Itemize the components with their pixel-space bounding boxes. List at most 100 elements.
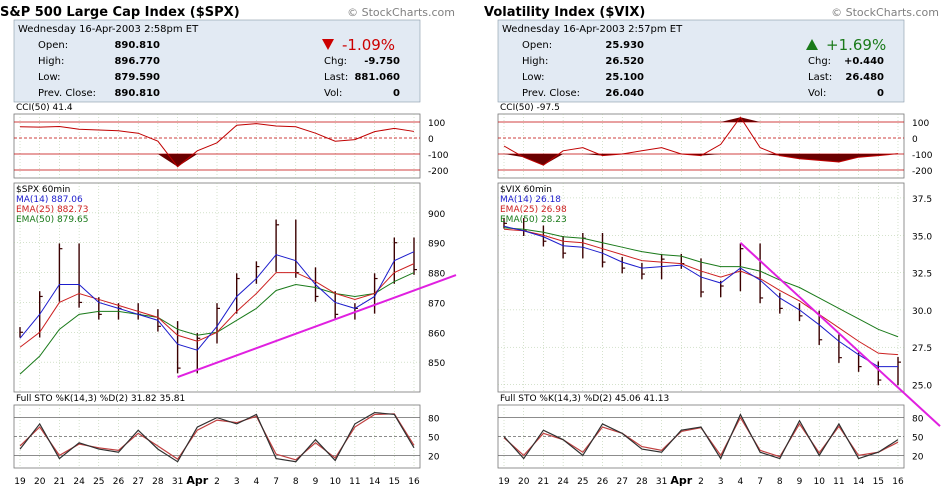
date-tick-label: 10 xyxy=(329,477,341,487)
date-tick-label: 27 xyxy=(616,477,627,487)
date-tick-label: 25 xyxy=(577,477,588,487)
quote-date: Wednesday 16-Apr-2003 2:58pm ET xyxy=(18,24,199,35)
cci-axis-label: 0 xyxy=(912,135,918,145)
sto-axis-label: 80 xyxy=(428,415,440,425)
date-tick-label: 15 xyxy=(873,477,884,487)
price-axis-label: 870 xyxy=(428,299,445,309)
price-axis-label: 27.5 xyxy=(912,344,932,354)
price-legend-entry: EMA(25) 26.98 xyxy=(500,205,567,215)
price-axis-label: 37.5 xyxy=(912,195,932,205)
date-tick-label: 4 xyxy=(738,477,744,487)
date-tick-label: 28 xyxy=(152,477,164,487)
quote-label: Open: xyxy=(522,40,552,51)
quote-label: Low: xyxy=(522,72,545,83)
date-tick-label: Apr xyxy=(186,474,208,487)
price-legend-entry: EMA(25) 882.73 xyxy=(16,205,88,215)
quote-value: 0 xyxy=(393,88,400,99)
quote-label: Vol: xyxy=(808,88,826,99)
sto-axis-label: 50 xyxy=(912,434,924,444)
date-tick-label: Apr xyxy=(670,474,692,487)
date-tick-label: 3 xyxy=(718,477,724,487)
chart-vix: Volatility Index ($VIX) © StockCharts.com… xyxy=(484,0,942,494)
change-percent: -1.09% xyxy=(342,36,395,54)
date-tick-label: 20 xyxy=(34,477,46,487)
sto-axis-label: 80 xyxy=(912,415,924,425)
sto-axis-label: 50 xyxy=(428,434,440,444)
quote-value: 890.810 xyxy=(114,40,160,51)
date-tick-label: 2 xyxy=(214,477,220,487)
copyright-text: © StockCharts.com xyxy=(347,6,455,19)
price-axis-label: 850 xyxy=(428,359,445,369)
date-tick-label: 7 xyxy=(273,477,279,487)
quote-value: 26.040 xyxy=(605,88,644,99)
price-legend-entry: MA(14) 26.18 xyxy=(500,195,561,205)
quote-value: +0.440 xyxy=(844,56,884,67)
quote-value: 26.480 xyxy=(845,72,884,83)
date-tick-label: 19 xyxy=(498,477,510,487)
price-axis-label: 25.0 xyxy=(912,382,932,392)
date-tick-label: 21 xyxy=(54,477,65,487)
cci-axis-label: 100 xyxy=(428,119,445,129)
date-tick-label: 8 xyxy=(777,477,783,487)
date-tick-label: 26 xyxy=(597,477,609,487)
quote-label: Low: xyxy=(38,72,61,83)
price-axis-label: 860 xyxy=(428,329,445,339)
sto-axis-label: 20 xyxy=(428,452,440,462)
quote-value: 896.770 xyxy=(114,56,160,67)
chart-title: S&P 500 Large Cap Index ($SPX) xyxy=(0,5,240,20)
date-tick-label: 31 xyxy=(656,477,667,487)
quote-value: -9.750 xyxy=(364,56,400,67)
cci-axis-label: 100 xyxy=(912,119,929,129)
price-legend-entry: EMA(50) 28.23 xyxy=(500,215,567,225)
quote-label: Open: xyxy=(38,40,68,51)
date-tick-label: 11 xyxy=(833,477,844,487)
cci-axis-label: -100 xyxy=(912,151,933,161)
price-legend-entry: EMA(50) 879.65 xyxy=(16,215,88,225)
change-percent: +1.69% xyxy=(826,36,886,54)
cci-axis-label: -100 xyxy=(428,151,449,161)
date-tick-label: 21 xyxy=(538,477,549,487)
date-tick-label: 10 xyxy=(813,477,825,487)
chart-spx: S&P 500 Large Cap Index ($SPX) © StockCha… xyxy=(0,0,460,494)
quote-label: High: xyxy=(522,56,548,67)
quote-label: Last: xyxy=(324,72,348,83)
date-tick-label: 28 xyxy=(636,477,648,487)
chart-title: Volatility Index ($VIX) xyxy=(484,5,645,20)
price-legend-entry: $SPX 60min xyxy=(16,185,70,195)
date-tick-label: 9 xyxy=(313,477,319,487)
date-tick-label: 14 xyxy=(853,477,865,487)
date-tick-label: 7 xyxy=(757,477,763,487)
date-tick-label: 24 xyxy=(73,477,85,487)
quote-label: Vol: xyxy=(324,88,342,99)
quote-value: 25.930 xyxy=(605,40,644,51)
date-tick-label: 4 xyxy=(254,477,260,487)
copyright-text: © StockCharts.com xyxy=(831,6,939,19)
date-tick-label: 31 xyxy=(172,477,183,487)
quote-label: Chg: xyxy=(324,56,347,67)
date-tick-label: 16 xyxy=(892,477,904,487)
sto-label: Full STO %K(14,3) %D(2) 31.82 35.81 xyxy=(16,394,185,404)
chart-spx-svg: S&P 500 Large Cap Index ($SPX) © StockCha… xyxy=(0,0,460,494)
cci-label: CCI(50) -97.5 xyxy=(500,103,560,113)
quote-label: Chg: xyxy=(808,56,831,67)
quote-value: 25.100 xyxy=(605,72,644,83)
date-tick-label: 26 xyxy=(113,477,125,487)
date-tick-label: 14 xyxy=(369,477,381,487)
price-axis-label: 30.0 xyxy=(912,307,932,317)
date-tick-label: 9 xyxy=(797,477,803,487)
date-tick-label: 2 xyxy=(698,477,704,487)
date-tick-label: 3 xyxy=(234,477,240,487)
quote-label: Last: xyxy=(808,72,832,83)
date-tick-label: 20 xyxy=(518,477,530,487)
date-tick-label: 25 xyxy=(93,477,104,487)
date-tick-label: 24 xyxy=(557,477,569,487)
chart-vix-svg: Volatility Index ($VIX) © StockCharts.com… xyxy=(484,0,942,494)
price-legend-entry: $VIX 60min xyxy=(500,185,552,195)
sto-axis-label: 20 xyxy=(912,452,924,462)
quote-date: Wednesday 16-Apr-2003 2:57pm ET xyxy=(502,24,683,35)
quote-label: High: xyxy=(38,56,64,67)
quote-value: 890.810 xyxy=(114,88,160,99)
price-axis-label: 890 xyxy=(428,240,445,250)
quote-value: 0 xyxy=(877,88,884,99)
date-tick-label: 19 xyxy=(14,477,26,487)
